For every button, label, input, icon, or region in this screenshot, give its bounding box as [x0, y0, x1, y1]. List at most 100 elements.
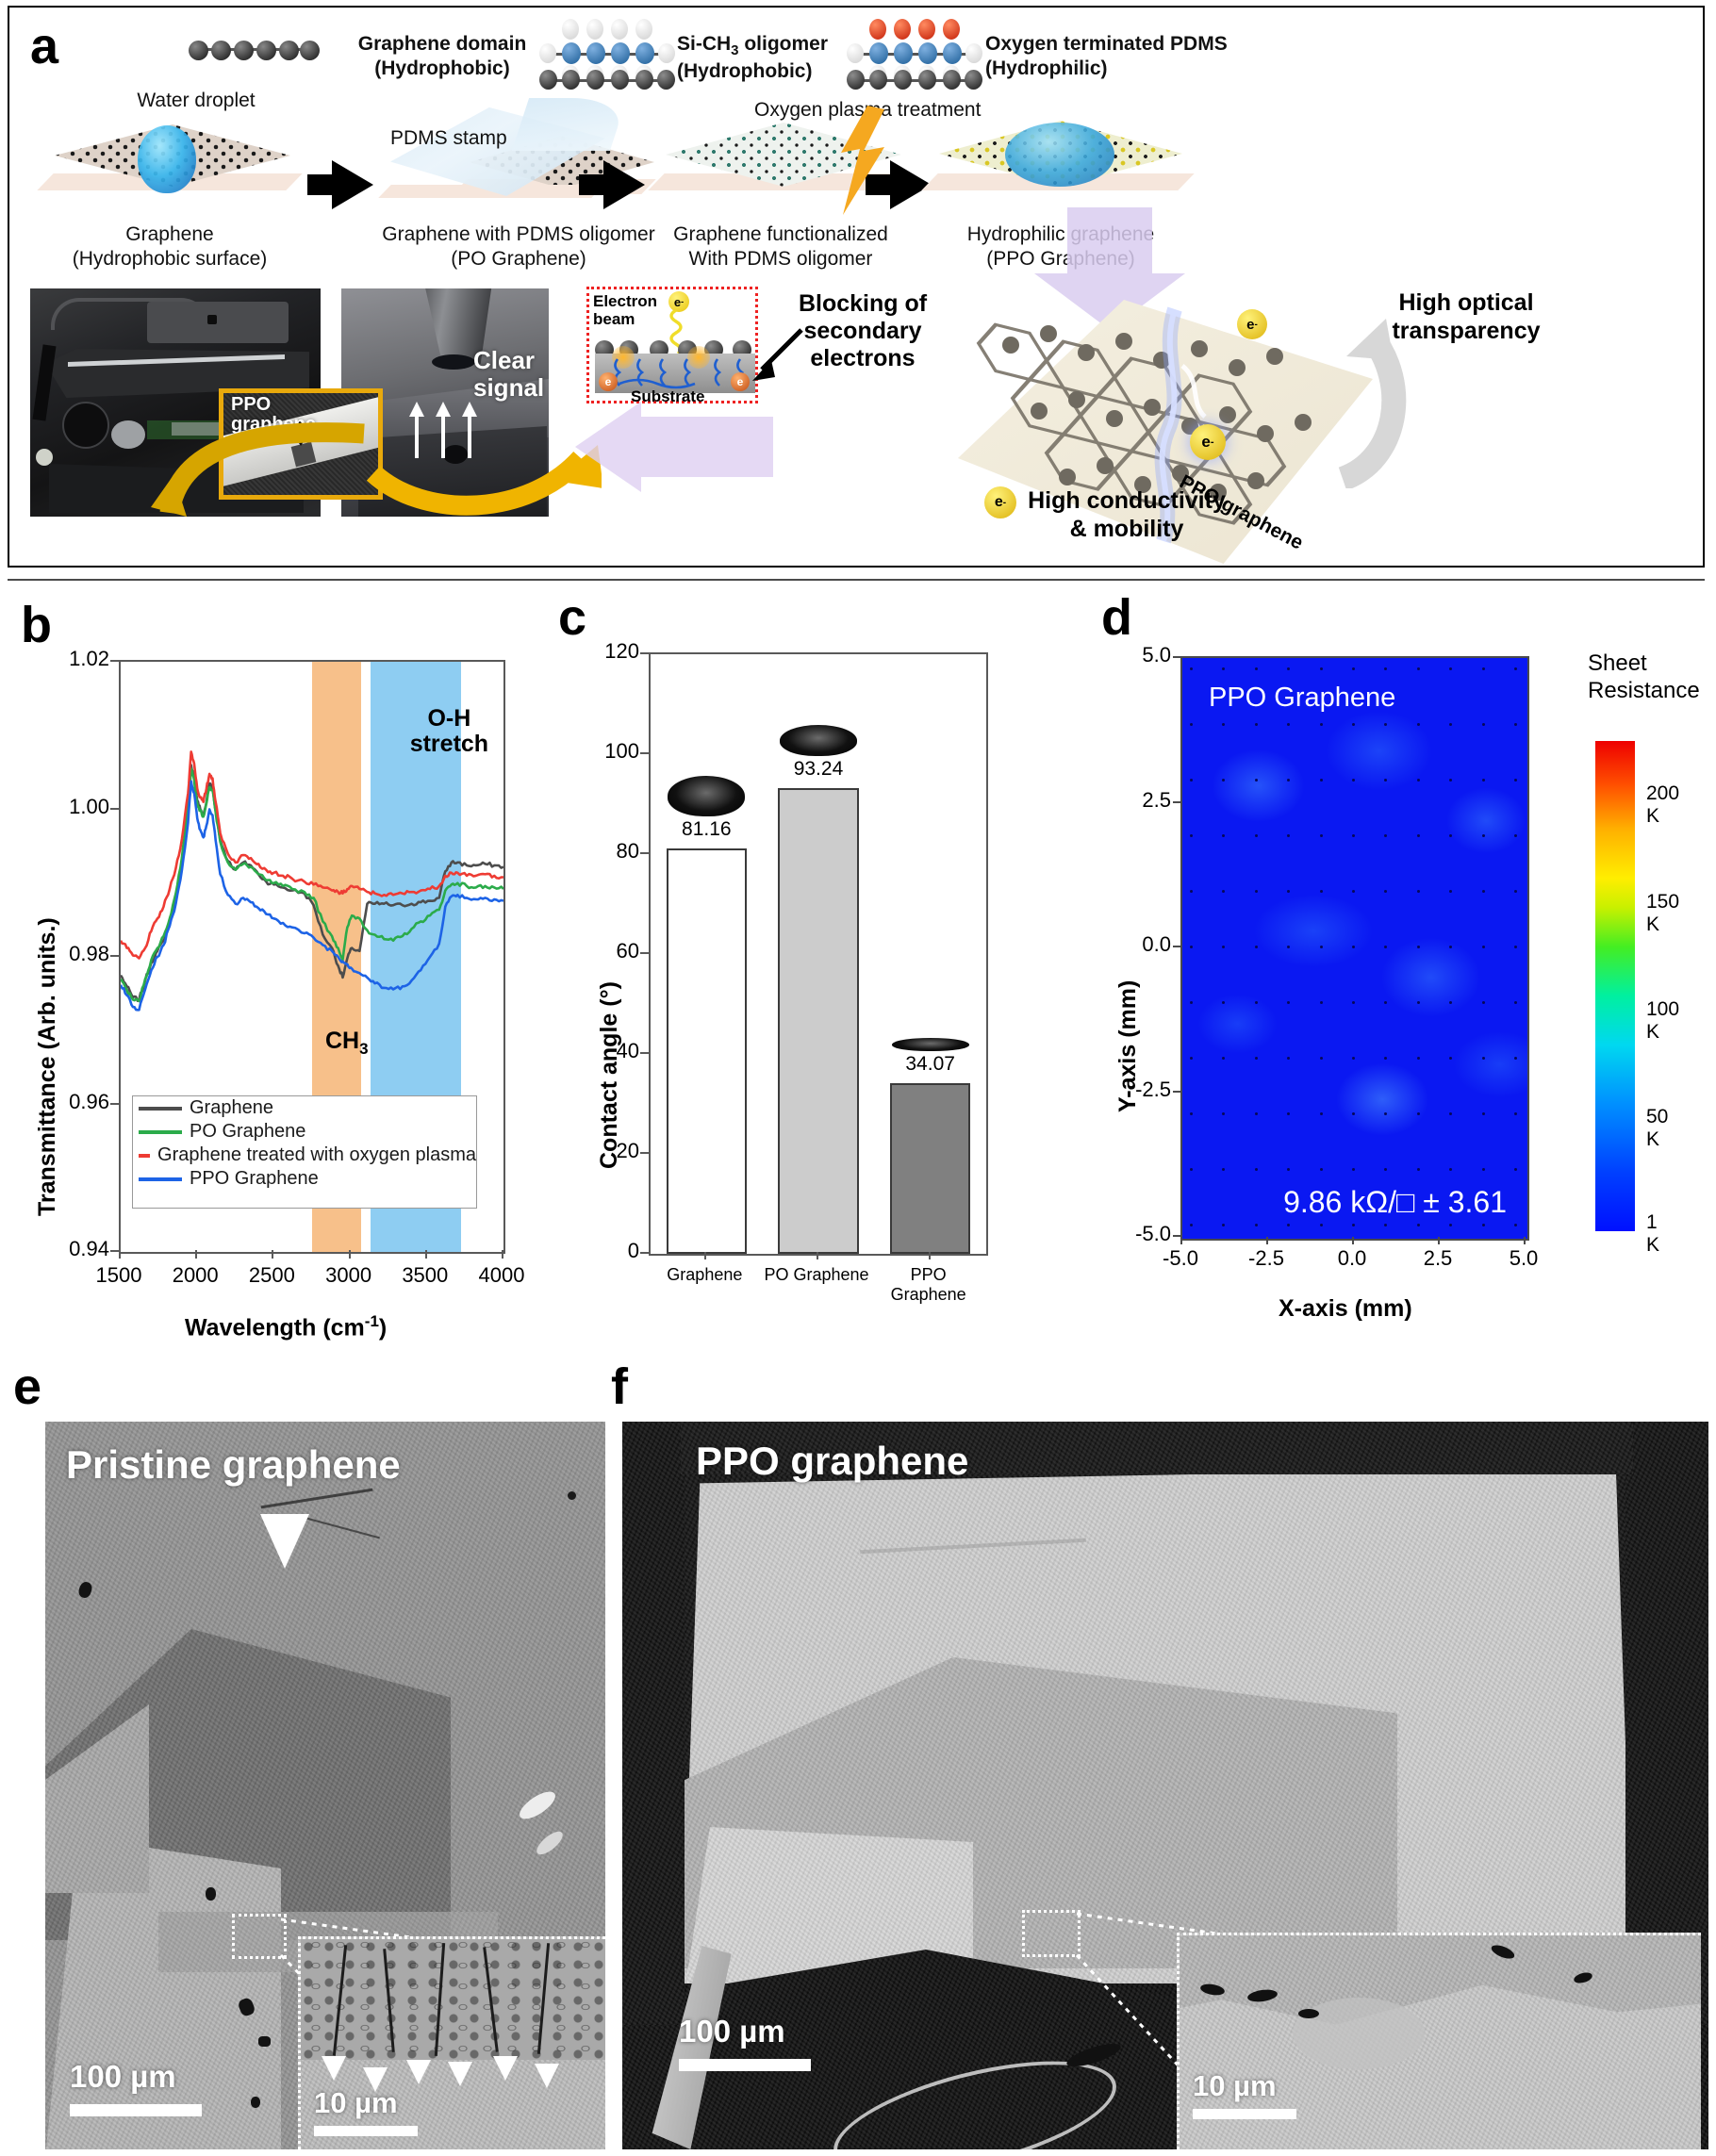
x-tick: 2.5 [1423, 1246, 1453, 1270]
x-tick-mark [1438, 1237, 1440, 1244]
measurement-point [1254, 1001, 1258, 1004]
x-tick-mark [704, 1252, 707, 1259]
measurement-point [1449, 946, 1453, 948]
y-tick: 120 [604, 639, 639, 663]
measurement-point [1384, 1224, 1388, 1226]
measurement-point [1222, 1112, 1226, 1115]
measurement-point [1287, 1224, 1291, 1226]
y-tick: 0.94 [69, 1237, 109, 1260]
x-tick-mark [195, 1250, 198, 1259]
colorbar-tick: 50 K [1646, 1106, 1669, 1151]
panel-e-inset-scale-label: 10 µm [314, 2086, 398, 2119]
measurement-point [1514, 723, 1517, 726]
measurement-point [1190, 1001, 1193, 1004]
pointer-arrow-icon [752, 328, 803, 381]
measurement-point [1319, 723, 1323, 726]
measurement-point [1384, 1057, 1388, 1060]
y-tick: 20 [616, 1139, 639, 1162]
measurement-point [1190, 1168, 1193, 1171]
measurement-point [1287, 1001, 1291, 1004]
colorbar-tick: 200 K [1646, 782, 1680, 828]
panel-d-heatmap: PPO Graphene 9.86 kΩ/□ ± 3.61 [1180, 656, 1529, 1241]
x-tick-mark [1266, 1237, 1268, 1244]
measurement-point [1190, 1057, 1193, 1060]
measurement-point [1352, 1112, 1355, 1115]
x-tick-mark [272, 1250, 274, 1259]
measurement-point [1416, 1057, 1420, 1060]
y-tick-mark [1173, 656, 1180, 658]
step2-caption: Graphene with PDMS oligomer (PO Graphene… [382, 223, 655, 270]
electron-beam-inset-box: Electron beam e- e e [586, 287, 758, 405]
y-tick: 1.00 [69, 794, 109, 818]
clear-signal-label: Clear signal [473, 346, 545, 402]
measurement-point [1222, 1224, 1226, 1226]
measurement-point [1416, 946, 1420, 948]
x-tick: 2000 [172, 1263, 219, 1287]
step3-caption: Graphene functionalized With PDMS oligom… [673, 223, 888, 270]
measurement-point [1352, 1168, 1355, 1171]
ch3-band-label: CH3 [325, 1028, 369, 1059]
measurement-point [1222, 1001, 1226, 1004]
measurement-point [1449, 779, 1453, 782]
measurement-point [1384, 1112, 1388, 1115]
measurement-point [1514, 1168, 1517, 1171]
measurement-point [1254, 667, 1258, 670]
measurement-point [1416, 1112, 1420, 1115]
measurement-point [1384, 779, 1388, 782]
pdms-stamp-label: PDMS stamp [390, 127, 507, 149]
measurement-point [1190, 946, 1193, 948]
measurement-point [1352, 1224, 1355, 1226]
measurement-point [1319, 1001, 1323, 1004]
panel-a-schematic: a Graphene domain (Hydrophobic) [8, 6, 1705, 568]
y-tick: 2.5 [1142, 787, 1171, 812]
panel-f-inset-scale-label: 10 µm [1193, 2069, 1277, 2102]
yellow-curved-arrow-right [366, 445, 602, 516]
y-tick-mark [640, 852, 649, 854]
process-arrow-2 [579, 160, 645, 209]
panel-f-scale-label: 100 µm [679, 2014, 785, 2049]
defect-arrowhead-icon [260, 1514, 309, 1569]
bar-ppo-graphene [889, 1083, 971, 1254]
y-tick: 40 [616, 1039, 639, 1062]
measurement-point [1222, 834, 1226, 837]
electron-on-lattice-icon-3: e- [1237, 309, 1267, 339]
measurement-point [1319, 946, 1323, 948]
measurement-point [1254, 1057, 1258, 1060]
legend-label: Graphene treated with oxygen plasma [157, 1144, 476, 1165]
legend-item: PO Graphene [133, 1120, 476, 1144]
yellow-curved-arrow-left [151, 422, 365, 517]
graphene-domain-label: Graphene domain (Hydrophobic) [357, 33, 527, 79]
process-arrow-3 [866, 160, 932, 209]
electron-particle-icon: e- [668, 291, 689, 312]
x-tick-mark [1524, 1237, 1526, 1244]
measurement-point [1190, 1112, 1193, 1115]
colorbar-tick: 100 K [1646, 998, 1680, 1043]
y-tick-mark [110, 1102, 119, 1105]
x-tick: 1500 [95, 1263, 142, 1287]
panel-d-xlabel: X-axis (mm) [1279, 1295, 1412, 1322]
measurement-point [1287, 779, 1291, 782]
measurement-point [1287, 723, 1291, 726]
x-tick: 5.0 [1509, 1246, 1539, 1270]
panel-d-annotation: 9.86 kΩ/□ ± 3.61 [1283, 1185, 1507, 1219]
y-tick-mark [110, 1250, 119, 1252]
measurement-point [1190, 723, 1193, 726]
measurement-point [1481, 667, 1485, 670]
y-tick-mark [110, 660, 119, 662]
si-ch3-oligomer-label: Si-CH3 oligomer (Hydrophobic) [677, 33, 829, 83]
x-tick: 3000 [325, 1263, 372, 1287]
measurement-point [1416, 1168, 1420, 1171]
measurement-point [1384, 834, 1388, 837]
legend-item: Graphene [133, 1096, 476, 1120]
panel-b-legend: Graphene PO Graphene Graphene treated with… [132, 1095, 477, 1209]
measurement-point [1449, 1168, 1453, 1171]
panel-letter-c: c [558, 589, 587, 646]
measurement-point [1449, 834, 1453, 837]
panel-b-xlabel: Wavelength (cm-1) [185, 1312, 388, 1341]
measurement-point [1481, 1224, 1485, 1226]
x-tick-mark [424, 1250, 427, 1259]
panel-e-title: Pristine graphene [66, 1442, 401, 1487]
measurement-point [1222, 890, 1226, 893]
x-tick-mark [817, 1252, 818, 1259]
measurement-point [1449, 1057, 1453, 1060]
